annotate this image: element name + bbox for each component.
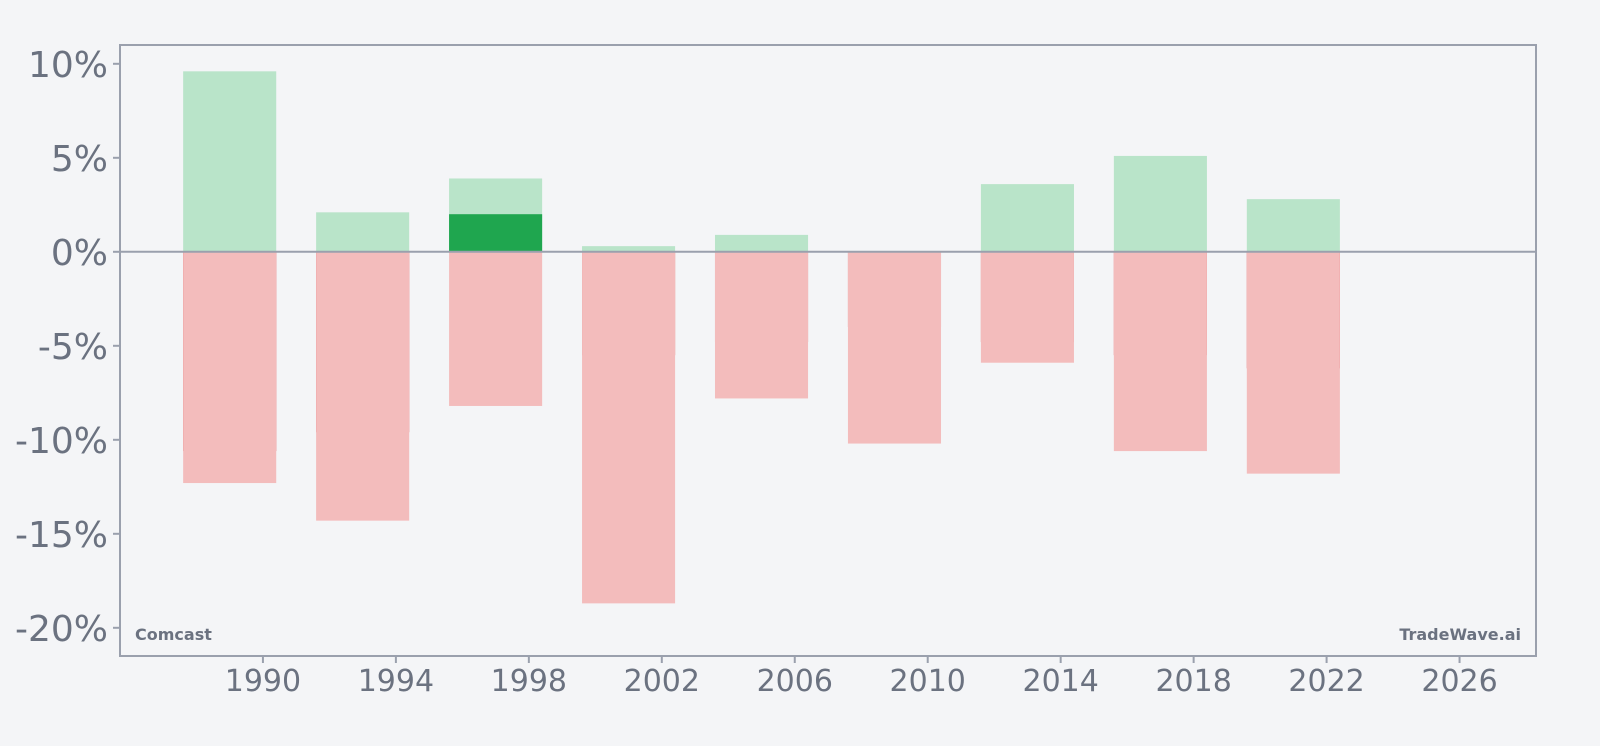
bar-max-drawdown-2009: [847, 251, 942, 444]
x-tick-label: 1998: [491, 664, 567, 699]
y-tick-label: -10%: [15, 421, 108, 462]
x-tick-label: 1990: [225, 664, 301, 699]
y-tick-label: -15%: [15, 515, 108, 556]
x-tick-label: 2022: [1288, 664, 1364, 699]
x-axis: 1990 1994 1998 2002 2006 2010 2014 2018 2022 2026: [225, 656, 1498, 699]
bar-max-drawdown-1997: [449, 251, 543, 406]
bar-max-gain-1989: [183, 71, 277, 252]
y-tick-label: 5%: [51, 139, 108, 180]
x-tick-label: 1994: [358, 664, 434, 699]
x-tick-label: 2006: [757, 664, 833, 699]
bar-max-gain-2013: [980, 184, 1074, 252]
y-tick-label: 0%: [51, 233, 108, 274]
x-tick-label: 2010: [890, 664, 966, 699]
bar-max-drawdown-1989: [183, 251, 277, 484]
x-tick-label: 2014: [1022, 664, 1098, 699]
bars-group: [183, 71, 1340, 604]
bar-max-gain-2021: [1246, 199, 1340, 252]
bar-max-gain-2001: [582, 246, 676, 252]
y-axis: 10% 5% 0% -5% -10% -15% -20%: [15, 45, 120, 650]
x-tick-label: 2026: [1421, 664, 1497, 699]
bar-max-gain-1993: [316, 212, 410, 252]
x-tick-label: 2018: [1155, 664, 1231, 699]
watermark-left: Comcast: [135, 625, 212, 644]
plot-frame: [119, 44, 1537, 657]
x-tick-label: 2002: [624, 664, 700, 699]
bar-max-gain-2017: [1113, 155, 1207, 252]
y-tick-label: 10%: [28, 45, 108, 86]
bar-max-drawdown-2021: [1246, 251, 1340, 474]
y-tick-label: -5%: [38, 327, 108, 368]
bar-max-drawdown-1993: [316, 251, 410, 521]
bar-max-drawdown-2005: [714, 251, 809, 399]
bar-max-drawdown-2001: [582, 251, 676, 604]
bar-max-drawdown-2013: [980, 251, 1074, 363]
watermark-right: TradeWave.ai: [1399, 625, 1521, 644]
y-tick-label: -20%: [15, 609, 108, 650]
bar-max-drawdown-2017: [1113, 251, 1207, 452]
bar-max-gain-2005: [714, 234, 809, 252]
bar-gain-1997: [449, 214, 543, 252]
